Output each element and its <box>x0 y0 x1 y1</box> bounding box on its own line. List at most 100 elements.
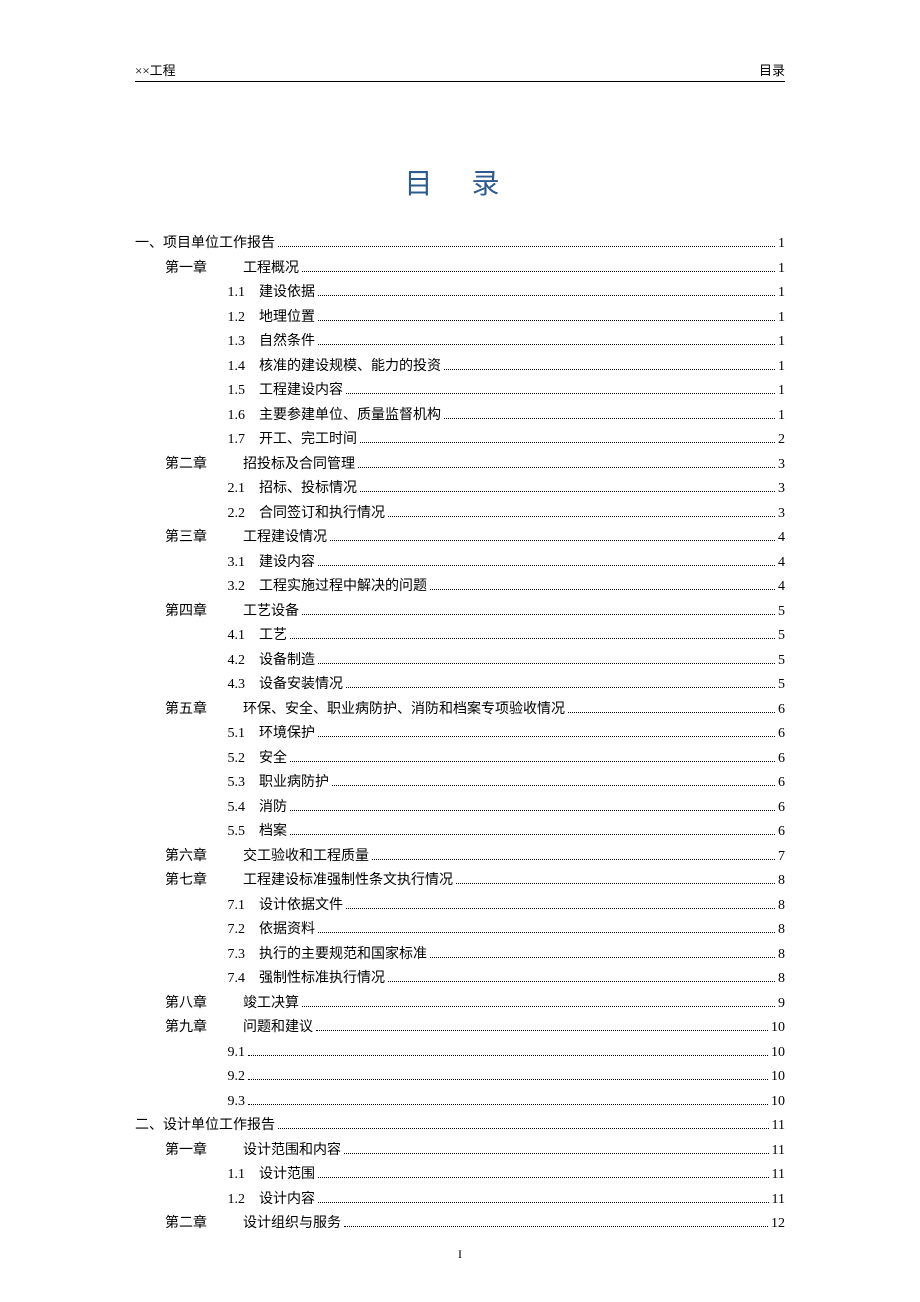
toc-entry-page: 8 <box>778 894 785 919</box>
toc-entry-label: 第八章 <box>165 992 229 1017</box>
toc-entry-text: 安全 <box>259 747 287 772</box>
toc-leader-dots <box>318 736 775 737</box>
toc-entry: 9.210 <box>135 1065 785 1090</box>
toc-entry-page: 6 <box>778 796 785 821</box>
toc-entry-label: 第二章 <box>165 1212 229 1237</box>
toc-leader-dots <box>318 1177 769 1178</box>
toc-leader-dots <box>330 540 775 541</box>
toc-entry-label: 4.2 <box>199 649 245 674</box>
toc-entry-page: 3 <box>778 453 785 478</box>
toc-entry-text: 设计内容 <box>259 1188 315 1213</box>
toc-entry-page: 1 <box>778 404 785 429</box>
toc-entry-label: 5.4 <box>199 796 245 821</box>
toc-entry: 7.2依据资料8 <box>135 918 785 943</box>
toc-entry-text: 设计范围 <box>259 1163 315 1188</box>
toc-leader-dots <box>430 589 775 590</box>
toc-entry-text: 项目单位工作报告 <box>163 232 275 257</box>
page-header: ××工程 目录 <box>135 60 785 82</box>
toc-entry-text: 环保、安全、职业病防护、消防和档案专项验收情况 <box>243 698 565 723</box>
toc-entry-label: 第五章 <box>165 698 229 723</box>
toc-entry-label: 2.1 <box>199 477 245 502</box>
toc-entry-label: 1.2 <box>199 306 245 331</box>
toc-entry-page: 11 <box>772 1114 785 1139</box>
toc-entry-page: 11 <box>772 1188 785 1213</box>
toc-entry-text: 设计组织与服务 <box>243 1212 341 1237</box>
toc-entry: 9.310 <box>135 1090 785 1115</box>
toc-entry-page: 3 <box>778 502 785 527</box>
toc-entry: 7.4强制性标准执行情况8 <box>135 967 785 992</box>
toc-entry-page: 10 <box>771 1090 785 1115</box>
toc-entry-label: 7.2 <box>199 918 245 943</box>
toc-leader-dots <box>302 271 775 272</box>
toc-entry-label: 5.2 <box>199 747 245 772</box>
toc-entry-page: 6 <box>778 771 785 796</box>
toc-entry-page: 5 <box>778 600 785 625</box>
toc-leader-dots <box>318 344 775 345</box>
toc-entry-label: 3.1 <box>199 551 245 576</box>
toc-entry-label: 9.1 <box>199 1041 245 1066</box>
toc-entry-page: 4 <box>778 551 785 576</box>
toc-entry-label: 1.2 <box>199 1188 245 1213</box>
toc-entry-label: 3.2 <box>199 575 245 600</box>
toc-entry-label: 7.4 <box>199 967 245 992</box>
toc-entry-text: 强制性标准执行情况 <box>259 967 385 992</box>
toc-entry-text: 主要参建单位、质量监督机构 <box>259 404 441 429</box>
toc-entry-page: 10 <box>771 1065 785 1090</box>
toc-entry-page: 4 <box>778 526 785 551</box>
toc-entry-text: 核准的建设规模、能力的投资 <box>259 355 441 380</box>
toc-entry-page: 1 <box>778 257 785 282</box>
toc-leader-dots <box>360 442 775 443</box>
toc-entry-label: 1.1 <box>199 1163 245 1188</box>
toc-entry-label: 第一章 <box>165 257 229 282</box>
toc-entry: 7.1设计依据文件8 <box>135 894 785 919</box>
toc-entry: 1.7开工、完工时间2 <box>135 428 785 453</box>
toc-entry: 2.2合同签订和执行情况3 <box>135 502 785 527</box>
toc-entry-label: 第二章 <box>165 453 229 478</box>
toc-entry: 2.1招标、投标情况3 <box>135 477 785 502</box>
toc-entry-page: 6 <box>778 747 785 772</box>
toc-entry-text: 设计范围和内容 <box>243 1139 341 1164</box>
toc-entry-page: 11 <box>772 1139 785 1164</box>
toc-leader-dots <box>302 614 775 615</box>
toc-leader-dots <box>278 246 775 247</box>
toc-leader-dots <box>430 957 775 958</box>
toc-entry-label: 二、 <box>135 1114 163 1139</box>
toc-leader-dots <box>388 516 775 517</box>
toc-leader-dots <box>318 663 775 664</box>
toc-entry-label: 第九章 <box>165 1016 229 1041</box>
toc-title: 目 录 <box>135 162 785 202</box>
toc-leader-dots <box>344 1153 769 1154</box>
toc-entry: 4.3设备安装情况5 <box>135 673 785 698</box>
toc-entry-page: 10 <box>771 1041 785 1066</box>
toc-entry-label: 1.5 <box>199 379 245 404</box>
toc-entry-page: 8 <box>778 943 785 968</box>
toc-entry-label: 第六章 <box>165 845 229 870</box>
toc-leader-dots <box>318 1202 769 1203</box>
toc-entry: 第六章交工验收和工程质量7 <box>135 845 785 870</box>
toc-entry: 第五章环保、安全、职业病防护、消防和档案专项验收情况6 <box>135 698 785 723</box>
toc-leader-dots <box>372 859 775 860</box>
toc-entry-page: 5 <box>778 673 785 698</box>
toc-entry-label: 2.2 <box>199 502 245 527</box>
toc-entry-page: 6 <box>778 820 785 845</box>
toc-entry-page: 10 <box>771 1016 785 1041</box>
toc-entry-label: 5.5 <box>199 820 245 845</box>
toc-entry-text: 执行的主要规范和国家标准 <box>259 943 427 968</box>
toc-entry: 1.1设计范围11 <box>135 1163 785 1188</box>
toc-entry: 3.1建设内容4 <box>135 551 785 576</box>
toc-leader-dots <box>346 393 775 394</box>
toc-entry-label: 一、 <box>135 232 163 257</box>
toc-entry-page: 1 <box>778 330 785 355</box>
toc-entry-text: 交工验收和工程质量 <box>243 845 369 870</box>
toc-entry-label: 7.3 <box>199 943 245 968</box>
toc-entry-page: 9 <box>778 992 785 1017</box>
toc-entry: 1.1建设依据1 <box>135 281 785 306</box>
toc-entry: 第二章招投标及合同管理 3 <box>135 453 785 478</box>
toc-leader-dots <box>318 932 775 933</box>
toc-entry-label: 1.7 <box>199 428 245 453</box>
toc-leader-dots <box>318 565 775 566</box>
page-number: I <box>0 1247 920 1262</box>
toc-entry: 1.5工程建设内容1 <box>135 379 785 404</box>
toc-entry-page: 1 <box>778 355 785 380</box>
toc-entry-text: 招投标及合同管理 <box>243 453 355 478</box>
